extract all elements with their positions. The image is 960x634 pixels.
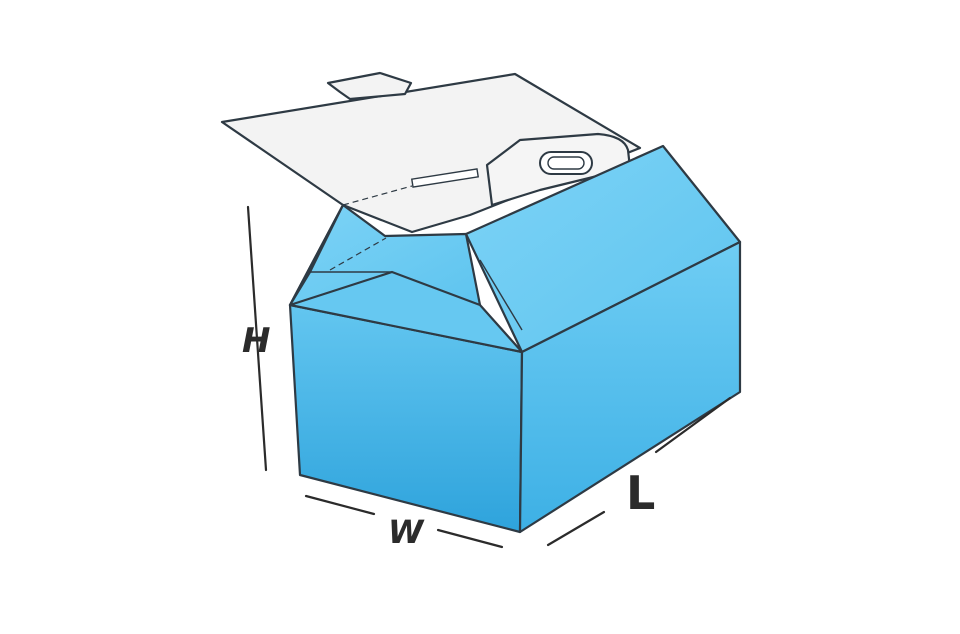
left-inner-flap xyxy=(288,203,482,307)
height-label: H xyxy=(242,321,270,361)
width-label: W xyxy=(388,513,425,551)
height-dimension: H xyxy=(242,205,270,472)
lid-slot xyxy=(410,168,480,188)
length-label: L xyxy=(626,466,655,520)
box-length-face xyxy=(518,240,742,534)
length-dimension: L xyxy=(546,396,732,547)
lid-tab xyxy=(326,71,413,101)
width-face-flap xyxy=(288,270,524,354)
width-dimension: W xyxy=(304,494,504,551)
